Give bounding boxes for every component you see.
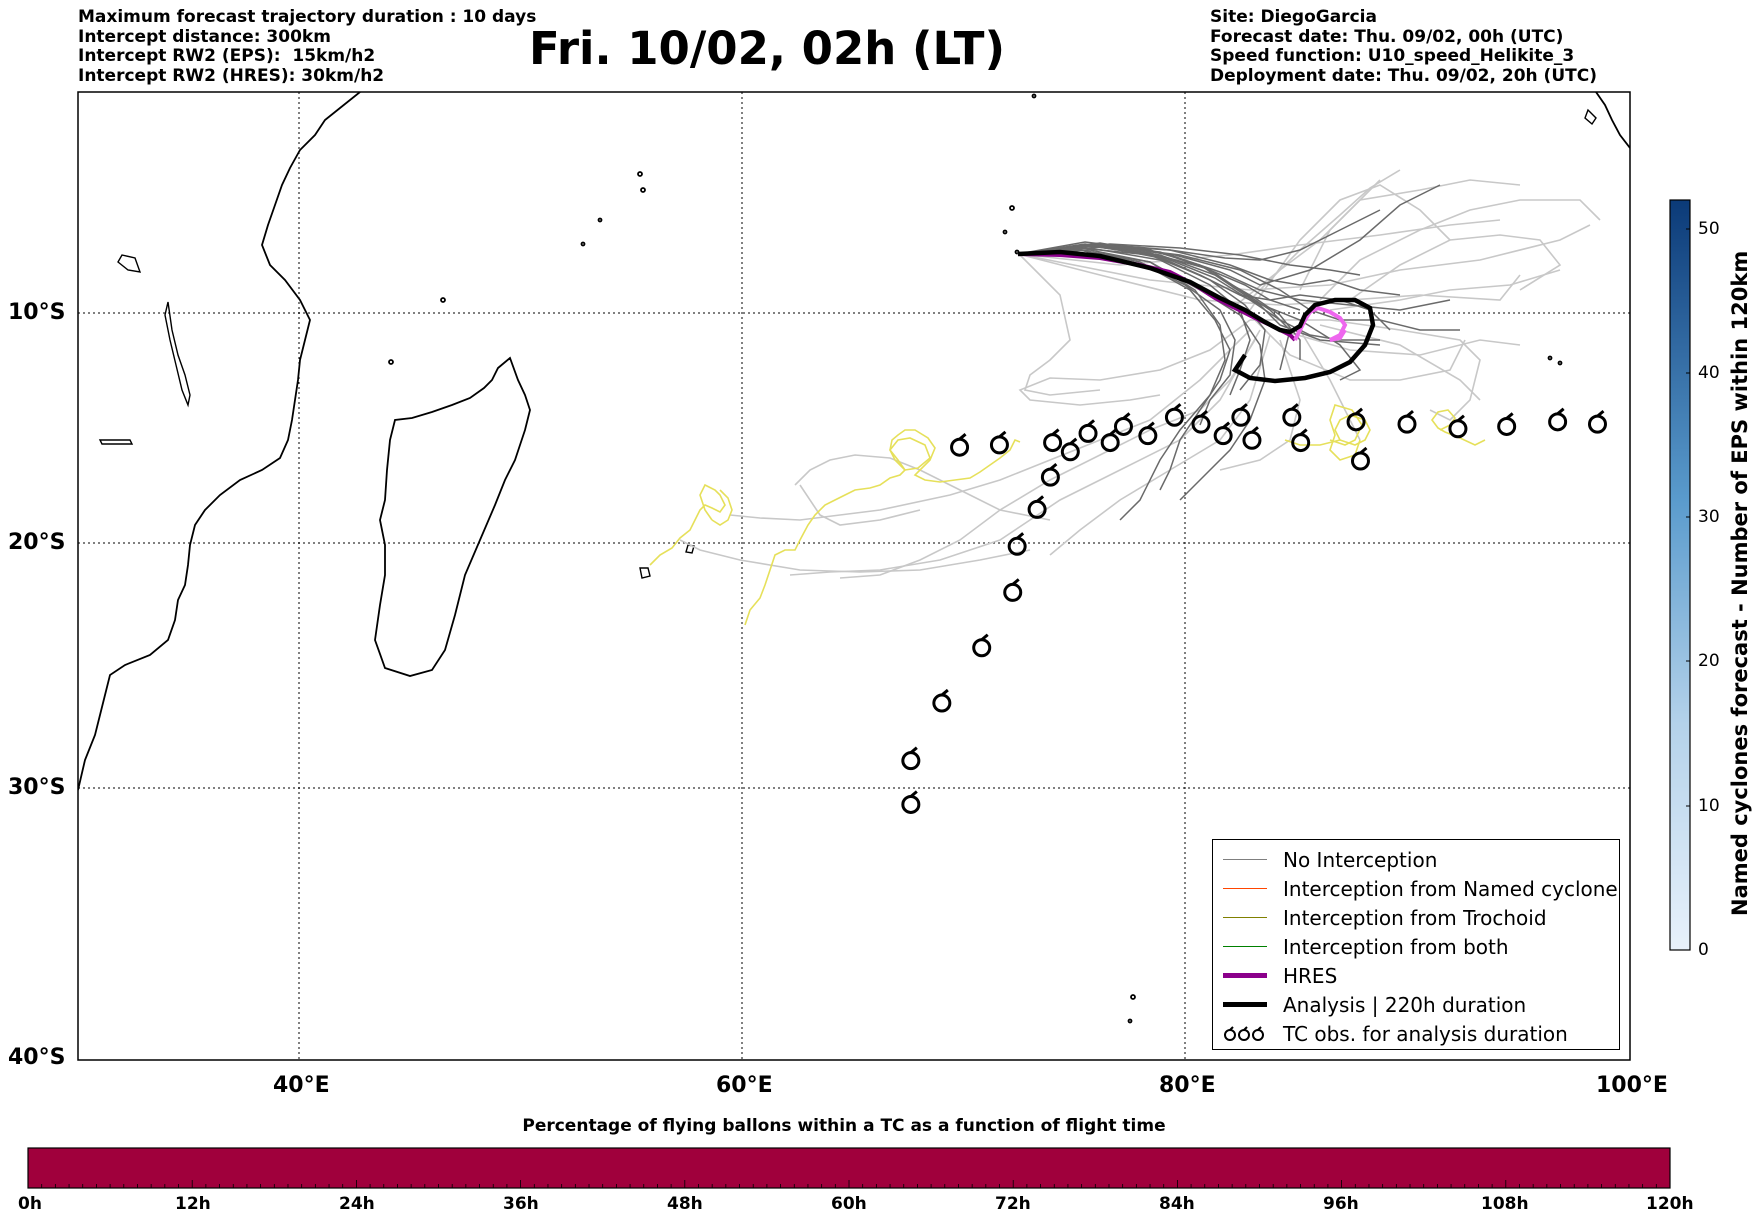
tc-obs-marker <box>1291 428 1311 453</box>
lat-label-40s: 40°S <box>8 1045 66 1070</box>
tc-obs-marker <box>1397 409 1417 434</box>
header-left-info: Maximum forecast trajectory duration : 1… <box>78 7 537 86</box>
legend-item-both: Interception from both <box>1221 932 1509 961</box>
tc-obs-marker <box>989 430 1009 455</box>
tc-obs-marker <box>1027 495 1047 519</box>
legend-item-analysis: Analysis | 220h duration <box>1221 990 1526 1019</box>
page-title: Fri. 10/02, 02h (LT) <box>528 22 1006 75</box>
tc-obs-marker <box>1164 403 1184 427</box>
lat-label-30s: 30°S <box>8 775 66 800</box>
time-tick-12h: 12h <box>175 1194 211 1214</box>
lon-label-100e: 100°E <box>1596 1073 1668 1098</box>
legend-item-no-interception: No Interception <box>1221 845 1437 874</box>
tc-obs-marker <box>901 790 921 814</box>
colorbar-right-ticks <box>1686 228 1690 951</box>
cb-right-tick-40: 40 <box>1698 363 1720 383</box>
time-tick-120h: 120h <box>1646 1194 1694 1214</box>
tc-obs-marker <box>901 746 921 771</box>
tc-observations <box>901 403 1607 814</box>
coastlines <box>78 92 1630 1024</box>
tc-obs-marker <box>1043 428 1063 453</box>
intercept-distance-text: Intercept distance: 300km <box>78 26 331 47</box>
tc-obs-marker <box>1191 409 1211 434</box>
cb-right-tick-50: 50 <box>1698 219 1720 239</box>
lon-label-60e: 60°E <box>716 1073 773 1098</box>
cb-right-tick-20: 20 <box>1698 651 1720 671</box>
tc-obs-marker <box>1346 407 1366 432</box>
legend-item-hres: HRES <box>1221 961 1337 990</box>
tc-obs-marker <box>950 433 970 457</box>
tc-obs-marker <box>1100 428 1120 453</box>
tc-obs-marker <box>1213 421 1233 446</box>
tc-obs-marker <box>972 633 992 658</box>
time-tick-0h: 0h <box>18 1194 42 1214</box>
tc-obs-marker <box>1242 426 1262 450</box>
map-legend: No Interception Interception from Named … <box>1212 839 1620 1050</box>
tc-obs-marker <box>1078 419 1098 443</box>
time-tick-48h: 48h <box>667 1194 703 1214</box>
tc-obs-marker <box>1497 412 1517 436</box>
tc-obs-marker <box>1231 403 1251 427</box>
lon-label-80e: 80°E <box>1159 1073 1216 1098</box>
intercept-eps-text: Intercept RW2 (EPS): 15km/h2 <box>78 46 376 66</box>
lat-label-20s: 20°S <box>8 530 66 555</box>
cyclone-icon <box>1221 1019 1269 1048</box>
tc-obs-marker <box>1282 403 1302 427</box>
map-frame <box>77 91 1631 1061</box>
time-tick-60h: 60h <box>831 1194 867 1214</box>
legend-item-trochoid: Interception from Trochoid <box>1221 903 1547 932</box>
cb-right-tick-10: 10 <box>1698 796 1720 816</box>
tc-obs-marker <box>1007 532 1027 556</box>
tc-obs-marker <box>1113 412 1133 436</box>
tc-obs-marker <box>1350 446 1370 471</box>
colorbar-right <box>1669 199 1691 951</box>
lon-label-40e: 40°E <box>273 1073 330 1098</box>
tc-obs-marker <box>1138 421 1158 446</box>
cb-right-tick-30: 30 <box>1698 507 1720 527</box>
speed-function-text: Speed function: U10_speed_Helikite_3 <box>1210 46 1575 66</box>
intercept-hres-text: Intercept RW2 (HRES): 30km/h2 <box>78 65 385 86</box>
site-text: Site: DiegoGarcia <box>1210 7 1377 27</box>
eps-trajectories-dark <box>1017 184 1460 521</box>
analysis-track <box>1017 249 1376 384</box>
time-tick-96h: 96h <box>1323 1194 1359 1214</box>
eps-trajectories-light <box>679 169 1601 579</box>
colorbar-bottom-title: Percentage of flying ballons within a TC… <box>522 1116 1166 1136</box>
tc-obs-marker <box>1040 463 1060 487</box>
time-tick-72h: 72h <box>995 1194 1031 1214</box>
tc-obs-marker <box>1003 578 1023 602</box>
time-tick-36h: 36h <box>503 1194 539 1214</box>
colorbar-right-label: Named cyclones forecast - Number of EPS … <box>1728 250 1752 916</box>
lat-label-10s: 10°S <box>8 300 66 325</box>
deployment-date-text: Deployment date: Thu. 09/02, 20h (UTC) <box>1210 65 1597 86</box>
tc-obs-marker <box>1060 437 1080 462</box>
time-tick-24h: 24h <box>339 1194 375 1214</box>
tc-obs-marker <box>1548 407 1568 432</box>
tc-obs-marker <box>932 688 952 713</box>
legend-item-named-cyclone: Interception from Named cyclone <box>1221 874 1618 903</box>
legend-item-tc-obs: TC obs. for analysis duration <box>1221 1019 1568 1048</box>
tc-obs-marker <box>1587 409 1607 434</box>
time-tick-108h: 108h <box>1481 1194 1529 1214</box>
max-duration-text: Maximum forecast trajectory duration : 1… <box>78 7 537 27</box>
forecast-date-text: Forecast date: Thu. 09/02, 00h (UTC) <box>1210 26 1564 47</box>
colorbar-bottom-ticks <box>27 1180 1671 1188</box>
time-tick-84h: 84h <box>1159 1194 1195 1214</box>
cb-right-tick-0: 0 <box>1698 940 1709 960</box>
header-right-info: Site: DiegoGarcia Forecast date: Thu. 09… <box>1210 7 1597 86</box>
tc-obs-marker <box>1448 414 1468 439</box>
